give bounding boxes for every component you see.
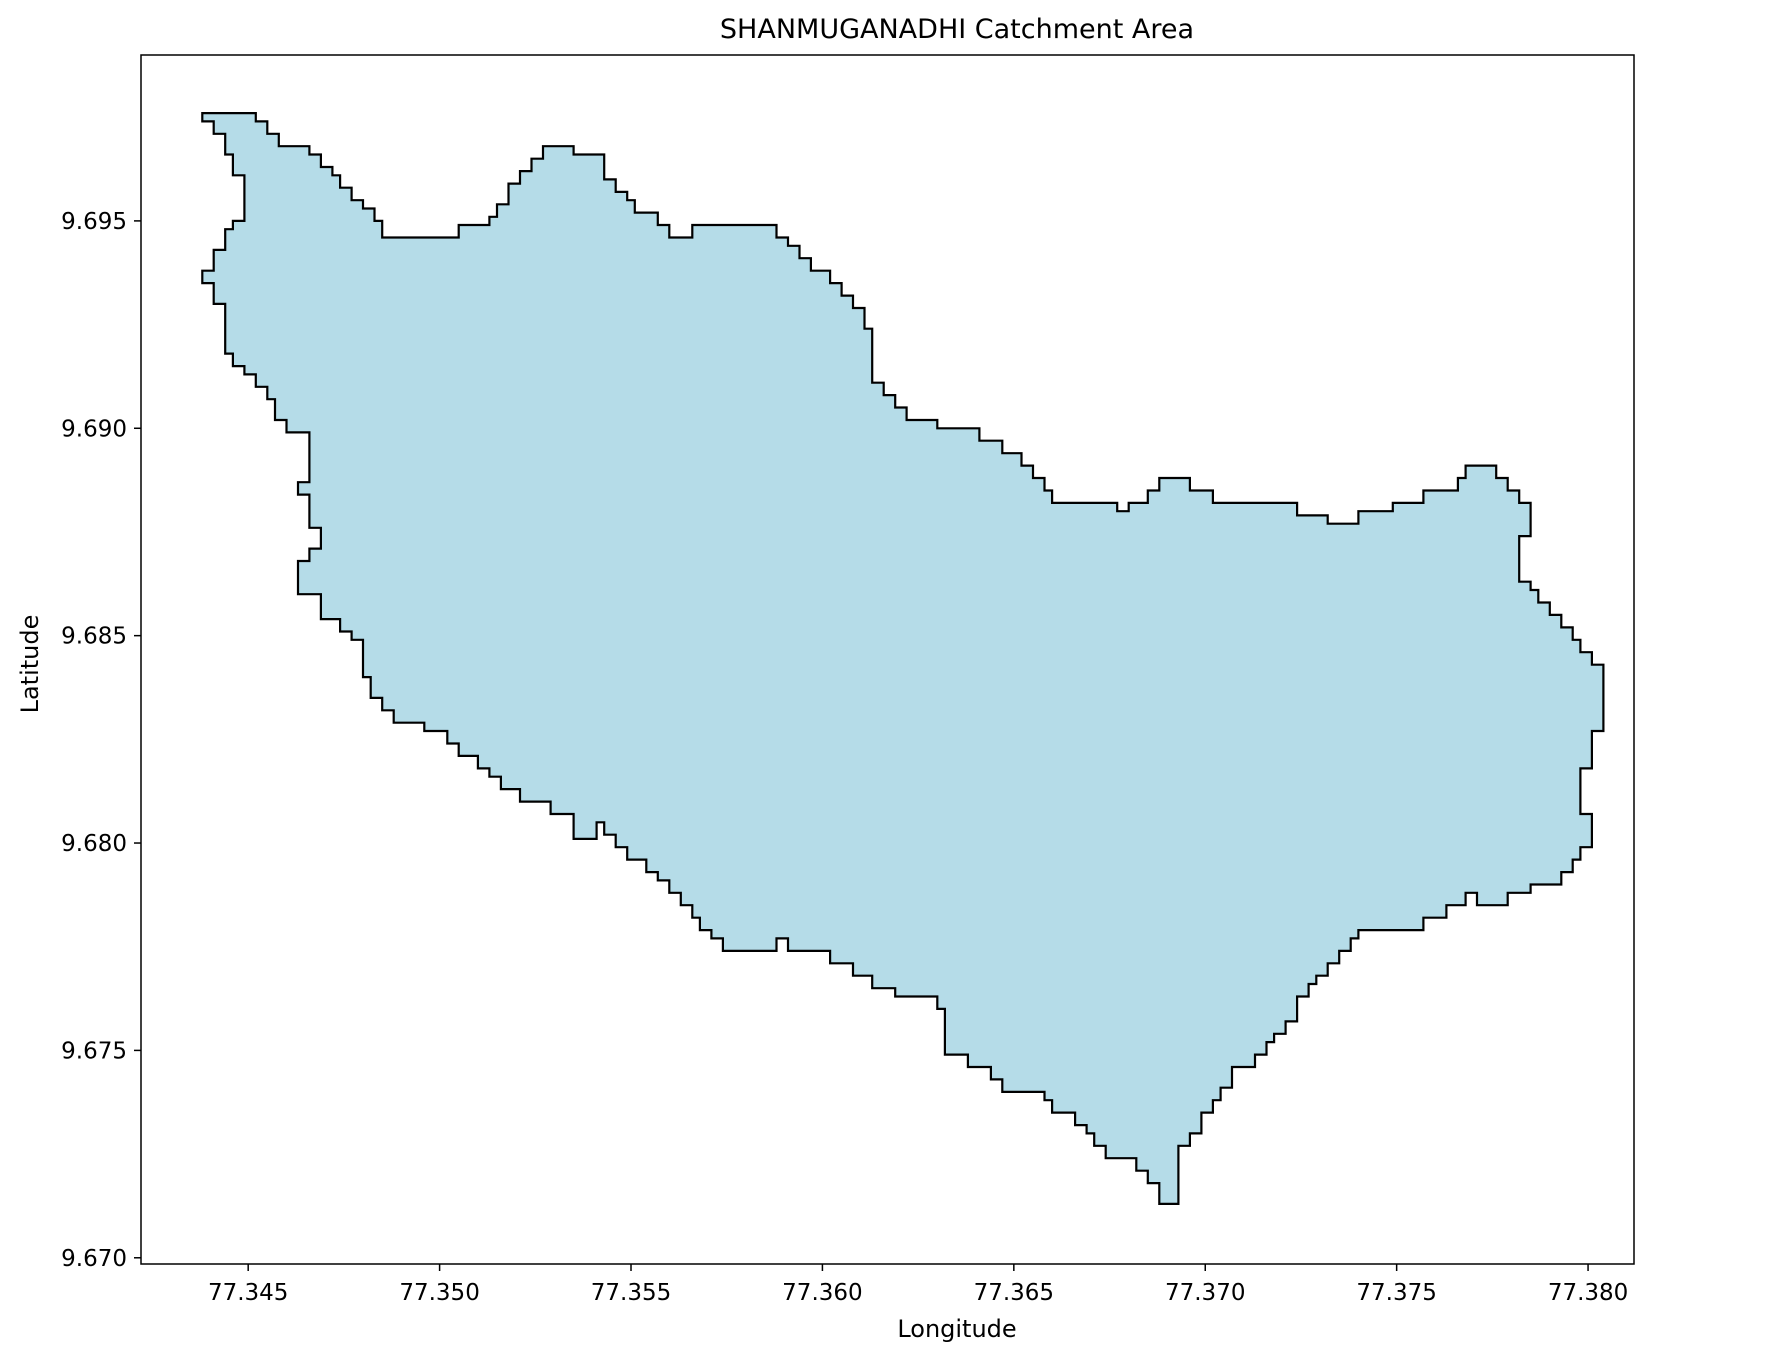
- y-axis-ticks: 9.670 9.675 9.680 9.685 9.690 9.695: [61, 209, 141, 1272]
- y-tick-label: 9.675: [61, 1038, 127, 1064]
- x-tick-label: 77.375: [1356, 1280, 1436, 1306]
- y-tick-label: 9.695: [61, 209, 127, 235]
- chart-title: SHANMUGANADHI Catchment Area: [720, 14, 1194, 45]
- y-tick-label: 9.690: [61, 416, 127, 442]
- axes-frame: [140, 54, 1635, 1265]
- plot-area: [140, 54, 1635, 1265]
- x-tick-label: 77.380: [1548, 1280, 1628, 1306]
- y-axis-label: Latitude: [16, 615, 44, 714]
- x-tick-label: 77.360: [782, 1280, 862, 1306]
- catchment-polygon: [201, 112, 1605, 1205]
- y-tick-label: 9.685: [61, 624, 127, 650]
- x-tick-label: 77.355: [591, 1280, 671, 1306]
- x-tick-label: 77.365: [974, 1280, 1054, 1306]
- x-tick-label: 77.370: [1165, 1280, 1245, 1306]
- y-tick-label: 9.670: [61, 1246, 127, 1272]
- x-axis-ticks: 77.345 77.350 77.355 77.360 77.365 77.370 77.3…: [208, 1264, 1628, 1306]
- x-tick-label: 77.350: [399, 1280, 479, 1306]
- y-tick-label: 9.680: [61, 831, 127, 857]
- x-axis-label: Longitude: [897, 1315, 1016, 1343]
- x-tick-label: 77.345: [208, 1280, 288, 1306]
